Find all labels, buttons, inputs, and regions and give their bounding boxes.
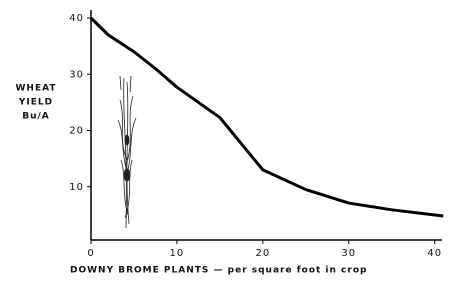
- y-tick-label: 40: [69, 13, 84, 24]
- chart: 10 20 30 40 0 10 20 30 40 WHEAT YIELD Bu/A DOWNY BRO…: [0, 0, 452, 281]
- x-tick-label: 40: [427, 248, 442, 259]
- x-tick-label: 10: [170, 248, 185, 259]
- x-tick-label: 20: [255, 248, 270, 259]
- data-line: [91, 18, 443, 216]
- y-axis-label: WHEAT: [15, 84, 56, 94]
- plant-illustration: [118, 76, 136, 228]
- y-tick-label: 30: [69, 69, 84, 80]
- x-axis-label: DOWNY BROME PLANTS — per square foot in …: [70, 266, 367, 276]
- y-axis-label: Bu/A: [22, 112, 50, 122]
- y-axis-label: YIELD: [18, 98, 53, 108]
- x-tick-label: 0: [87, 248, 94, 259]
- y-tick-label: 10: [69, 182, 84, 193]
- x-tick-label: 30: [341, 248, 356, 259]
- y-tick-label: 20: [69, 126, 84, 137]
